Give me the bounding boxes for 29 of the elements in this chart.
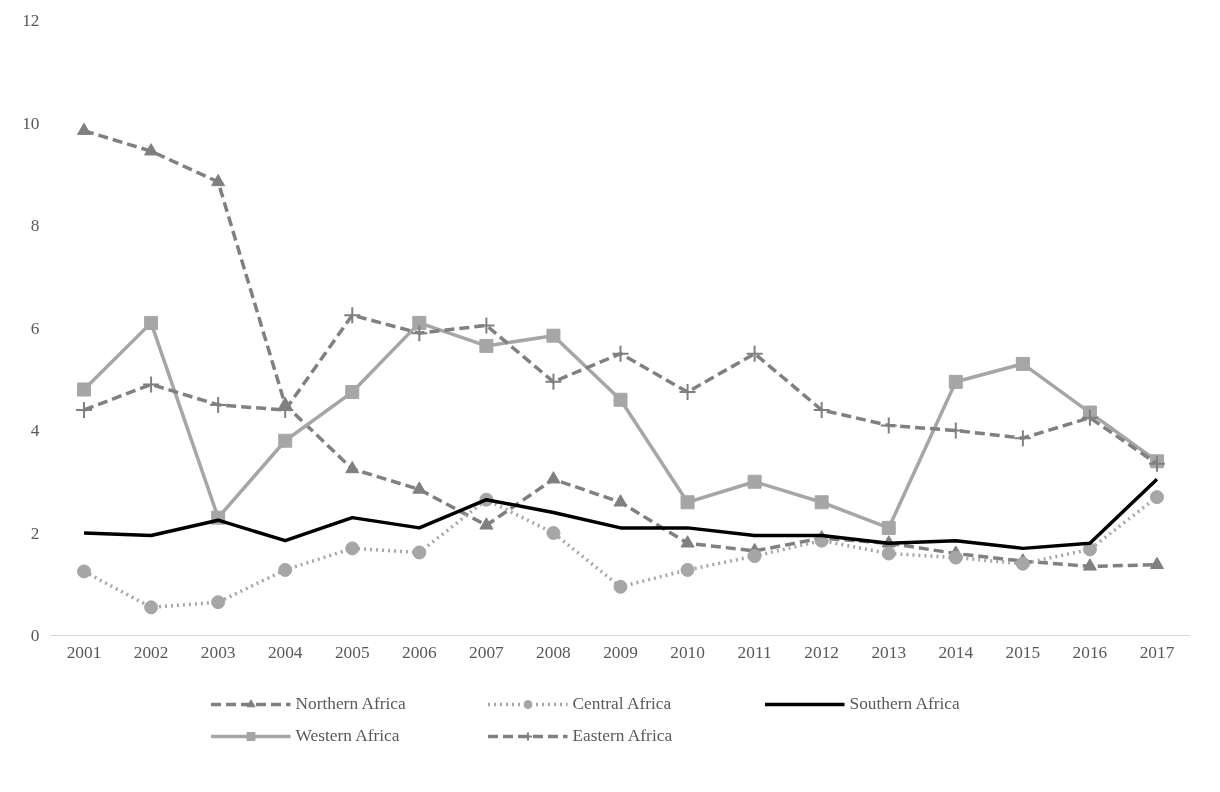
legend-label: Eastern Africa [572,726,674,746]
x-tick-label: 2001 [66,642,102,662]
x-tick-label: 2004 [267,642,303,662]
x-tick-label: 2002 [133,642,169,662]
y-tick-label: 2 [30,523,40,543]
x-tick-label: 2015 [1005,642,1041,662]
x-tick-label: 2014 [938,642,974,662]
x-tick-label: 2011 [737,642,772,662]
x-tick-label: 2013 [871,642,907,662]
x-tick-label: 2006 [402,642,437,662]
y-tick-label: 4 [30,421,40,440]
x-tick-label: 2009 [603,642,638,662]
y-tick-label: 6 [30,318,40,338]
y-tick-label: 10 [22,113,40,133]
x-tick-label: 2016 [1072,642,1108,662]
x-tick-label: 2003 [200,642,236,662]
legend-label: Northern Africa [295,694,407,714]
x-tick-label: 2012 [804,642,839,662]
x-tick-label: 2007 [469,642,505,662]
x-tick-label: 2010 [670,642,705,662]
legend-label: Southern Africa [849,694,961,714]
legend-label: Central Africa [572,694,673,714]
x-tick-label: 2017 [1139,642,1175,662]
x-tick-label: 2008 [536,642,571,662]
y-tick-label: 8 [30,216,40,235]
y-tick-label: 12 [22,11,40,30]
y-tick-label: 0 [30,626,40,645]
legend-label: Western Africa [295,726,401,746]
x-tick-label: 2005 [334,642,370,662]
